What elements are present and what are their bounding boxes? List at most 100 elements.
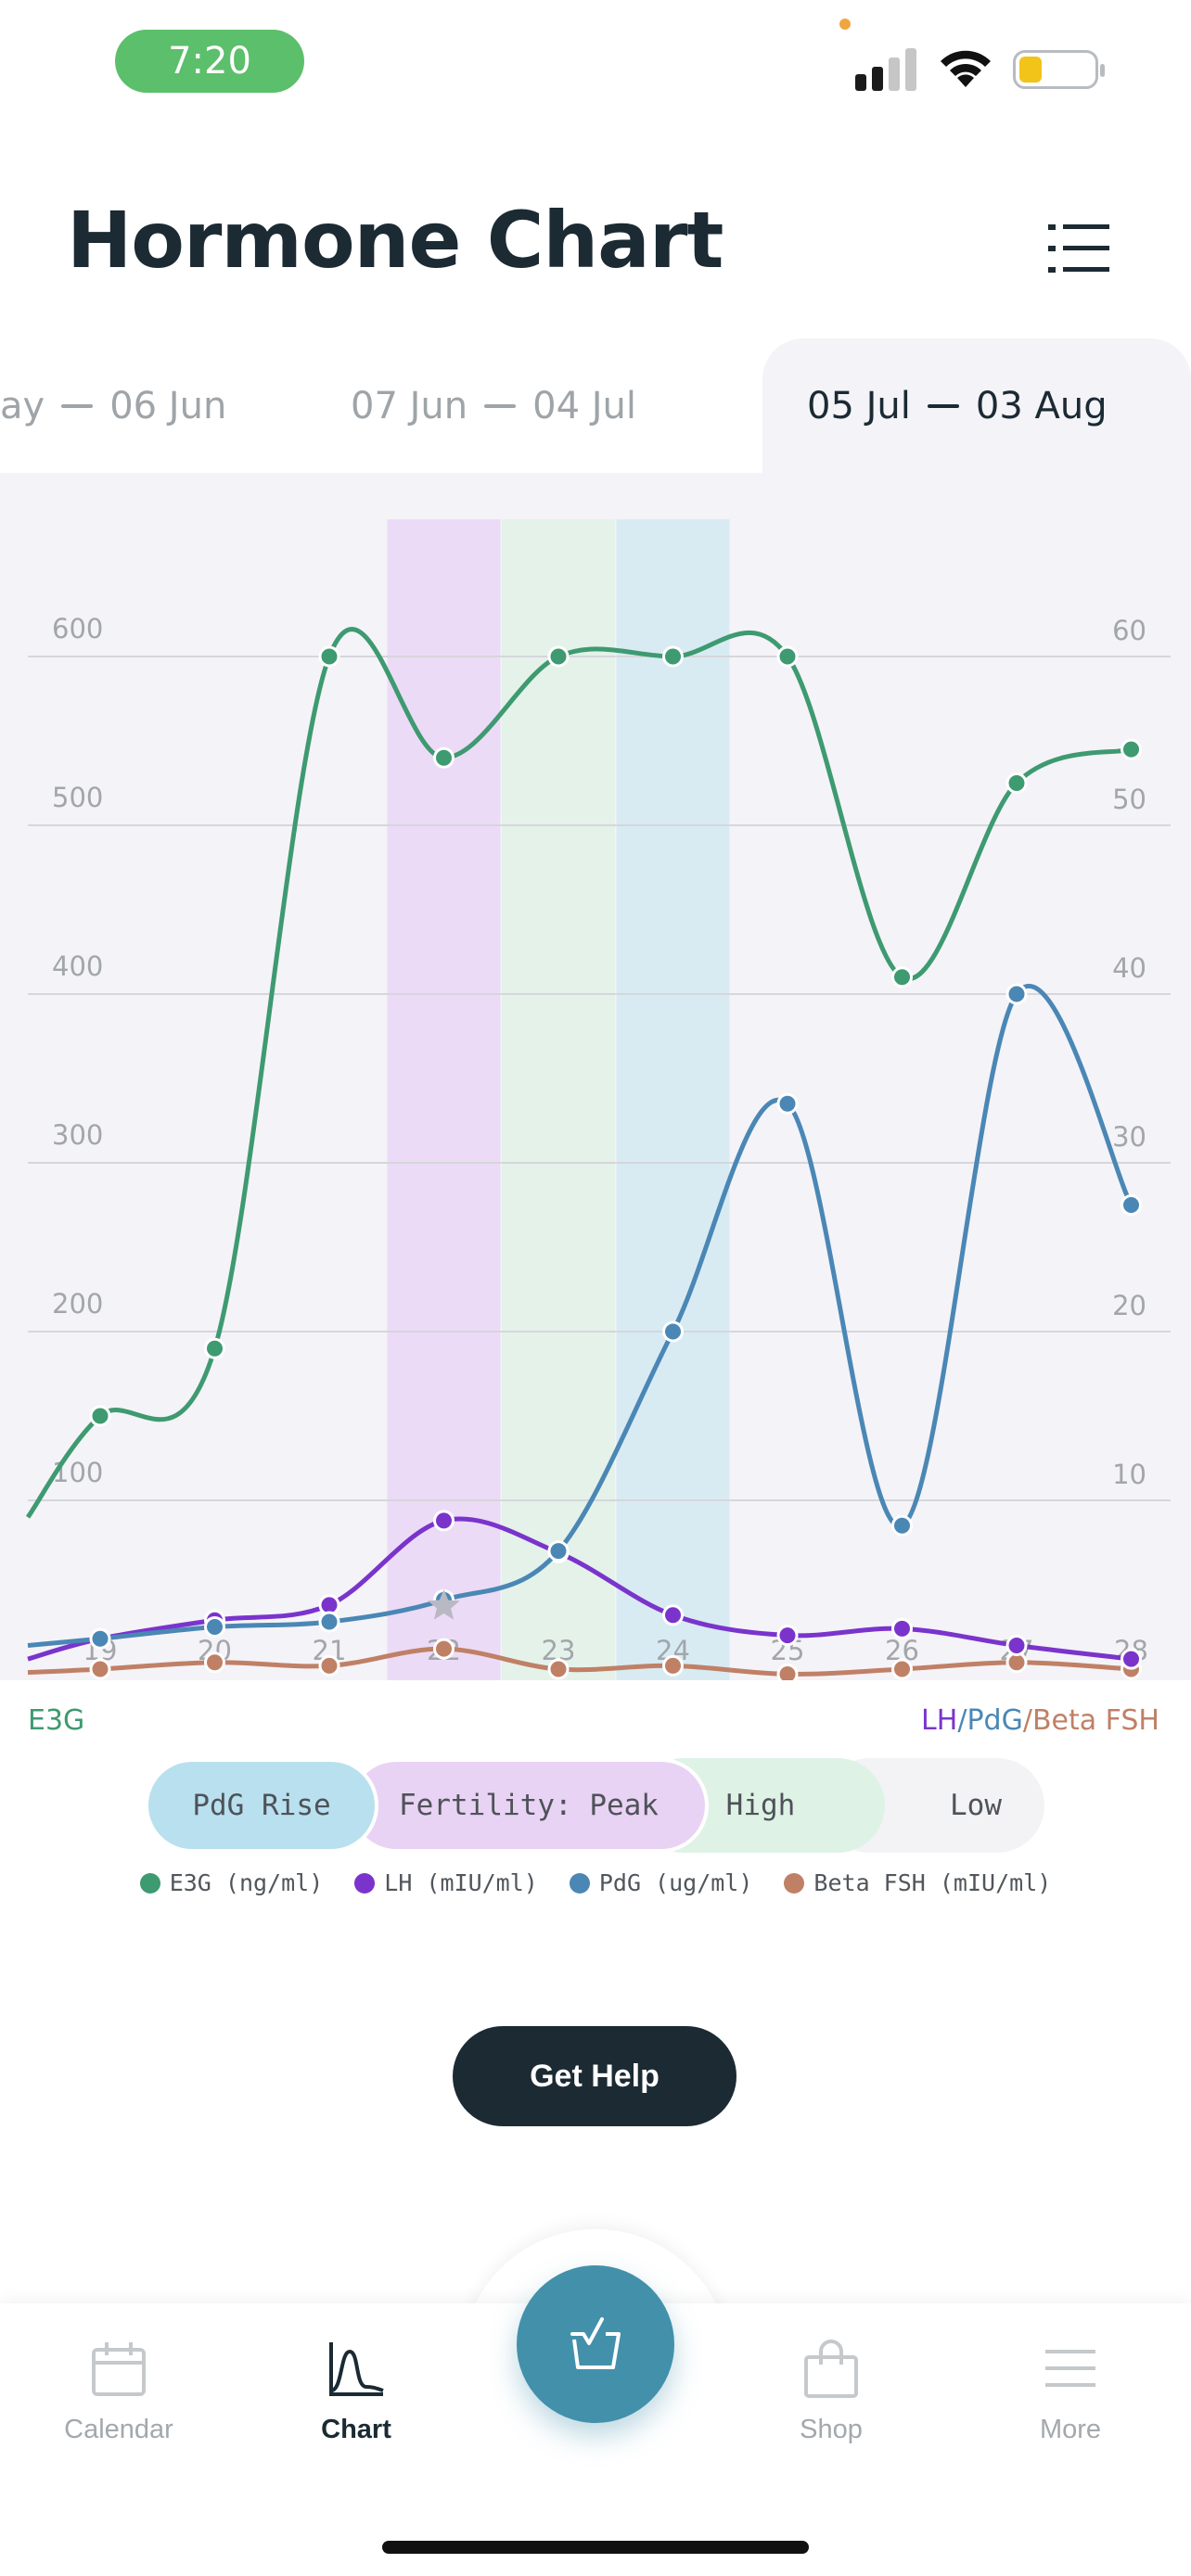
page-title: Hormone Chart (67, 195, 724, 286)
phase-label: High (725, 1789, 796, 1822)
data-point (204, 1616, 225, 1638)
data-point (1005, 1635, 1028, 1657)
data-point (1121, 1194, 1142, 1216)
tab-date-range-1[interactable]: ay 06 Jun (0, 338, 226, 473)
legend-beta-fsh: Beta FSH (mIU/ml) (784, 1869, 1051, 1896)
legend-label: Beta FSH (mIU/ml) (813, 1869, 1052, 1896)
tab-end-date: 03 Aug (975, 384, 1108, 427)
data-point (318, 645, 340, 668)
data-point (1005, 983, 1028, 1005)
privacy-indicator-dot (839, 19, 851, 30)
right-tick-label: 50 (1112, 784, 1146, 815)
data-point (547, 1658, 570, 1680)
right-axis-pdg: PdG (967, 1704, 1023, 1737)
data-point (776, 1625, 799, 1647)
left-tick-label: 300 (52, 1119, 103, 1151)
nav-shop[interactable]: Shop (729, 2337, 933, 2467)
data-point (1005, 772, 1028, 794)
series-line-pdg (27, 983, 1133, 1649)
battery-icon (1013, 50, 1105, 89)
data-point (776, 1092, 799, 1115)
legend-pdg: PdG (ug/ml) (569, 1869, 753, 1896)
right-axis-lh: LH (921, 1704, 958, 1737)
data-point (433, 1638, 455, 1660)
data-point (662, 645, 684, 668)
calendar-icon (92, 2342, 146, 2396)
right-axis-separator: / (957, 1704, 967, 1737)
data-point (891, 1514, 913, 1537)
phase-label: Fertility: Peak (399, 1789, 659, 1822)
data-point (1121, 1648, 1142, 1670)
data-point (776, 1663, 799, 1680)
tab-start-date: 07 Jun (351, 384, 468, 427)
phase-label: PdG Rise (192, 1789, 331, 1822)
nav-chart[interactable]: Chart (254, 2337, 458, 2467)
data-point (891, 1658, 913, 1680)
left-axis-label: E3G (28, 1704, 85, 1737)
left-tick-label: 400 (52, 950, 103, 982)
nav-calendar[interactable]: Calendar (17, 2337, 221, 2467)
series-legend: E3G (ng/ml) LH (mIU/ml) PdG (ug/ml) Beta… (0, 1869, 1191, 1896)
left-tick-label: 500 (52, 782, 103, 813)
phase-band (616, 519, 730, 1680)
right-tick-label: 40 (1112, 952, 1146, 984)
data-point (891, 966, 913, 988)
right-axis-label: LH/PdG/Beta FSH (921, 1704, 1159, 1737)
legend-label: PdG (ug/ml) (598, 1869, 753, 1896)
right-tick-label: 30 (1112, 1121, 1146, 1153)
hormone-chart-svg: 1001020020300304004050050600601920212223… (25, 519, 1171, 1680)
phase-pdg-rise: PdG Rise (145, 1758, 378, 1853)
data-point (662, 1604, 684, 1626)
data-point (89, 1658, 111, 1680)
date-range-tabs: ay 06 Jun 07 Jun 04 Jul 05 Jul 03 Aug (0, 338, 1191, 473)
tab-date-range-2[interactable]: 07 Jun 04 Jul (351, 338, 636, 473)
right-axis-fsh: Beta FSH (1031, 1704, 1159, 1737)
nav-label: Shop (800, 2415, 863, 2444)
nav-label: More (1039, 2415, 1102, 2444)
data-point (662, 1320, 684, 1343)
data-point (776, 645, 799, 668)
chart-icon (329, 2342, 384, 2396)
data-point (547, 1540, 570, 1562)
data-point (89, 1627, 111, 1650)
data-point (433, 746, 455, 769)
tab-date-range-3[interactable]: 05 Jul 03 Aug (762, 338, 1191, 473)
data-point (318, 1654, 340, 1677)
nav-label: Chart (321, 2415, 391, 2444)
home-indicator (382, 2541, 809, 2554)
right-tick-label: 10 (1112, 1459, 1146, 1490)
data-point (891, 1617, 913, 1639)
right-tick-label: 20 (1112, 1290, 1146, 1321)
menu-icon (1045, 2350, 1095, 2387)
nav-label: Calendar (64, 2415, 173, 2444)
get-help-button[interactable]: Get Help (453, 2026, 736, 2126)
legend-label: LH (mIU/ml) (384, 1869, 538, 1896)
nav-more[interactable]: More (968, 2337, 1172, 2467)
test-cup-check-icon (570, 2317, 621, 2369)
log-test-fab[interactable] (517, 2265, 674, 2423)
legend-e3g: E3G (ng/ml) (139, 1869, 324, 1896)
hormone-chart[interactable]: 1001020020300304004050050600601920212223… (0, 473, 1191, 1680)
data-point (662, 1654, 684, 1677)
legend-lh: LH (mIU/ml) (354, 1869, 538, 1896)
right-axis-separator: / (1022, 1704, 1032, 1737)
shopping-bag-icon (804, 2340, 858, 2398)
data-point (204, 1337, 225, 1359)
legend-label: E3G (ng/ml) (169, 1869, 324, 1896)
tab-end-date: 04 Jul (532, 384, 636, 427)
tab-start-date: ay (0, 384, 45, 427)
phase-label: Low (950, 1789, 1002, 1822)
left-tick-label: 100 (52, 1457, 103, 1488)
data-point (89, 1405, 111, 1427)
data-point (433, 1510, 455, 1532)
list-icon[interactable] (1048, 223, 1109, 274)
left-tick-label: 600 (52, 613, 103, 644)
data-point (204, 1651, 225, 1674)
status-time-text: 7:20 (168, 40, 251, 83)
data-point (318, 1611, 340, 1633)
tab-start-date: 05 Jul (807, 384, 911, 427)
data-point (547, 645, 570, 668)
data-point (1121, 738, 1142, 760)
tab-end-date: 06 Jun (109, 384, 227, 427)
fertility-phase-legend: Low High Fertility: Peak PdG Rise (145, 1758, 1044, 1853)
